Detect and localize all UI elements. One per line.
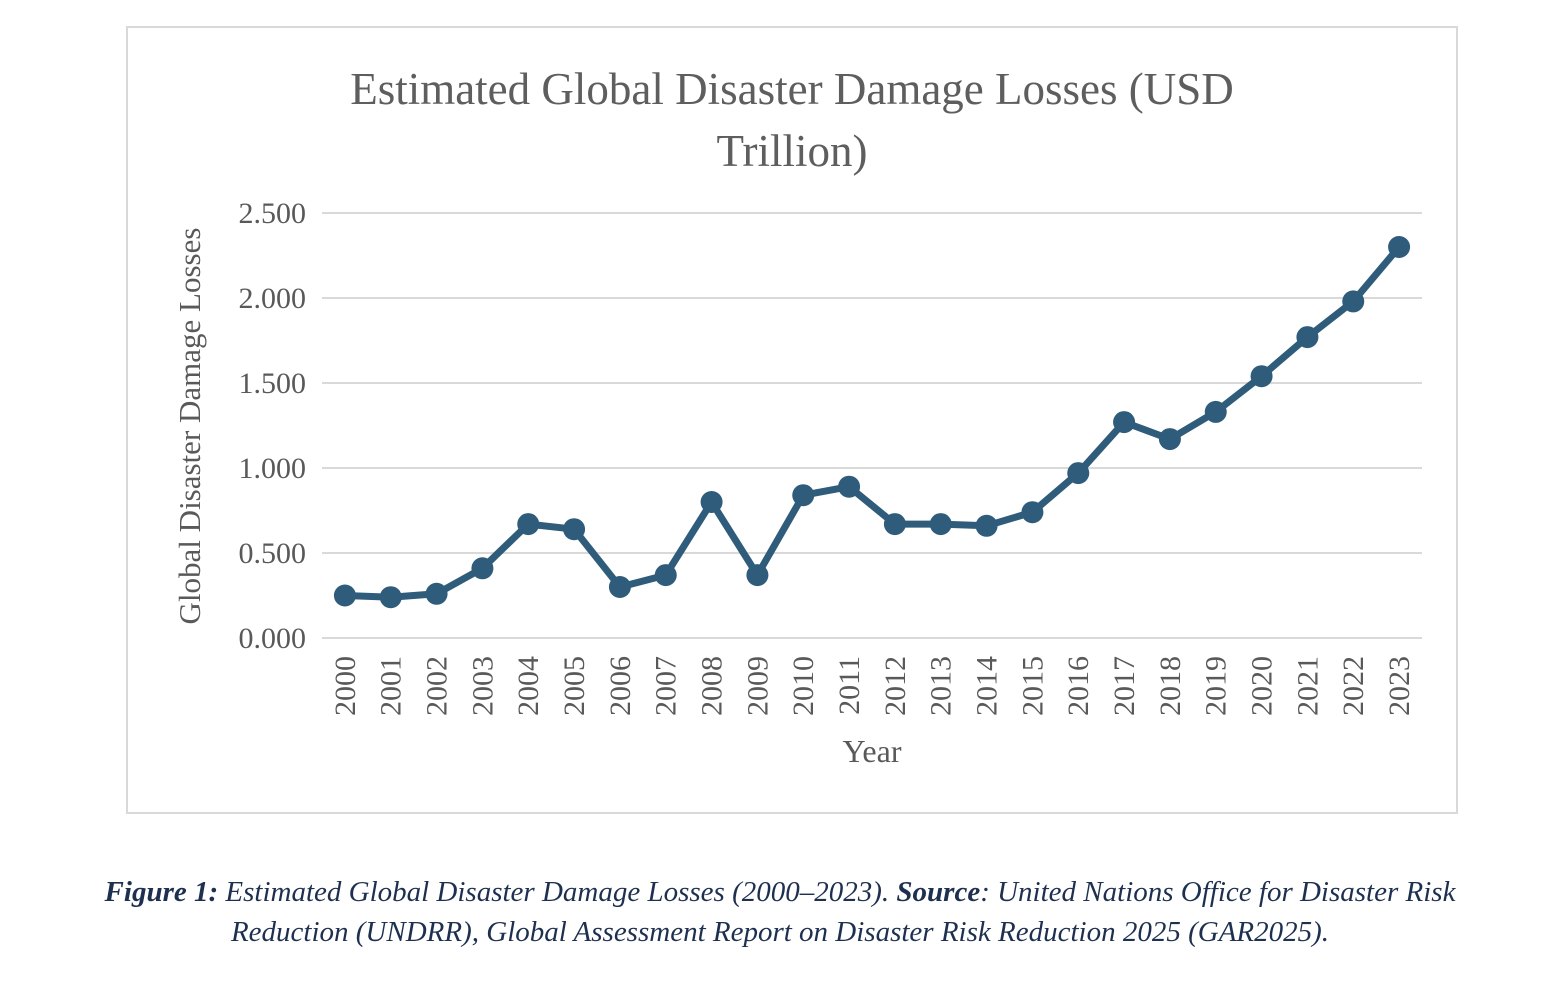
- caption-text-2: : United Nations Office for Disaster Ris…: [980, 876, 1456, 908]
- source-label: Source: [896, 876, 981, 908]
- data-point-2018: [1158, 428, 1181, 451]
- x-tick-label: 2023: [1383, 656, 1416, 716]
- caption-line-2: Reduction (UNDRR), Global Assessment Rep…: [230, 916, 1330, 948]
- y-tick-label: 1.500: [239, 367, 307, 400]
- data-point-2012: [883, 513, 906, 536]
- data-point-2003: [471, 557, 494, 580]
- x-tick-label: 2006: [604, 656, 637, 716]
- x-tick-label: 2019: [1200, 656, 1233, 716]
- x-tick-label: 2007: [650, 656, 683, 716]
- series-line: [341, 243, 1403, 601]
- data-point-2008: [700, 491, 723, 513]
- x-tick-label: 2000: [329, 656, 362, 716]
- x-tick-label: 2011: [833, 656, 866, 715]
- x-tick-label: 2010: [787, 656, 820, 716]
- data-point-2009: [746, 564, 769, 587]
- data-point-2005: [563, 518, 586, 541]
- chart-figure: Estimated Global Disaster Damage Losses …: [126, 26, 1458, 814]
- data-point-2010: [792, 484, 815, 507]
- data-point-2013: [929, 513, 952, 536]
- line-chart: 0.000 0.500 1.000 1.500 2.000 2.500 2000 2001 20…: [172, 197, 1422, 769]
- x-tick-label: 2013: [925, 656, 958, 716]
- x-tick-label: 2001: [375, 656, 408, 716]
- x-tick-label: 2022: [1337, 656, 1370, 716]
- caption-text-1: Estimated Global Disaster Damage Losses …: [218, 876, 897, 908]
- chart-title-line-2: Trillion): [716, 126, 868, 176]
- data-point-2020: [1250, 365, 1273, 388]
- data-point-2019: [1204, 400, 1227, 423]
- x-tick-label: 2021: [1291, 656, 1324, 716]
- data-point-2021: [1296, 326, 1319, 349]
- x-tick-label: 2005: [558, 656, 591, 716]
- data-point-2015: [1021, 501, 1044, 524]
- chart-title: Estimated Global Disaster Damage Losses …: [128, 58, 1456, 182]
- figure-label: Figure 1:: [104, 876, 219, 908]
- y-tick-label: 0.000: [239, 622, 307, 655]
- x-tick-label: 2018: [1154, 656, 1187, 716]
- figure-caption: Figure 1: Estimated Global Disaster Dama…: [0, 872, 1560, 952]
- data-point-2002: [425, 582, 448, 605]
- data-point-2000: [333, 584, 356, 607]
- x-tick-label: 2012: [879, 656, 912, 716]
- x-tick-label: 2009: [741, 656, 774, 716]
- chart-title-line-1: Estimated Global Disaster Damage Losses …: [350, 64, 1234, 114]
- x-tick-label: 2020: [1245, 656, 1278, 716]
- y-tick-label: 2.000: [239, 282, 307, 315]
- data-point-2011: [838, 475, 861, 498]
- y-tick-label: 0.500: [239, 537, 307, 570]
- data-point-2007: [654, 564, 677, 587]
- data-point-2004: [517, 513, 540, 536]
- data-point-2022: [1342, 290, 1365, 313]
- x-tick-label: 2017: [1108, 656, 1141, 716]
- y-axis-title: Global Disaster Damage Losses: [172, 228, 207, 625]
- x-tick-label: 2003: [466, 656, 499, 716]
- data-point-2001: [379, 586, 402, 609]
- data-point-2017: [1113, 411, 1136, 434]
- x-tick-label: 2015: [1016, 656, 1049, 716]
- y-tick-label: 2.500: [239, 197, 307, 230]
- x-tick-label: 2008: [695, 656, 728, 716]
- x-tick-label: 2014: [970, 656, 1003, 716]
- data-point-2023: [1388, 236, 1411, 258]
- data-point-2016: [1067, 462, 1090, 485]
- data-point-2006: [608, 576, 631, 598]
- x-tick-label: 2004: [512, 656, 545, 716]
- x-tick-label: 2002: [420, 656, 453, 716]
- y-tick-label: 1.000: [239, 452, 307, 485]
- x-axis-title: Year: [843, 733, 902, 769]
- x-tick-label: 2016: [1062, 656, 1095, 716]
- data-point-2014: [975, 514, 998, 537]
